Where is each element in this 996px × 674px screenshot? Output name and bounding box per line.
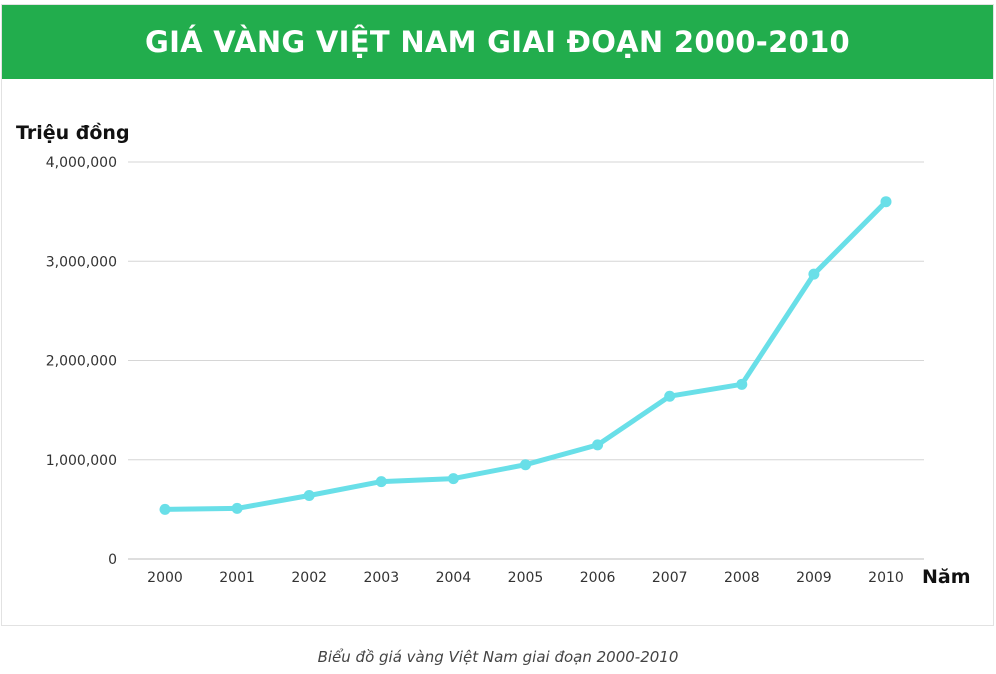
data-point xyxy=(231,502,243,514)
data-point xyxy=(880,196,892,208)
x-tick-label: 2004 xyxy=(436,570,472,586)
chart-card: GIÁ VÀNG VIỆT NAM GIAI ĐOẠN 2000-2010 xyxy=(1,4,994,626)
x-axis-label: Năm xyxy=(922,566,971,588)
x-tick-label: 2010 xyxy=(868,570,904,586)
data-point xyxy=(808,268,820,280)
data-point xyxy=(664,390,676,402)
x-tick-label: 2009 xyxy=(796,570,832,586)
y-axis-label: Triệu đồng xyxy=(16,121,130,144)
series-gold-price xyxy=(159,196,892,515)
y-tick-label: 0 xyxy=(108,552,117,568)
data-point xyxy=(592,439,604,451)
x-tick-label: 2003 xyxy=(363,570,399,586)
chart-caption: Biểu đồ giá vàng Việt Nam giai đoạn 2000… xyxy=(317,648,679,666)
data-point xyxy=(159,503,171,515)
y-tick-label: 2,000,000 xyxy=(46,354,117,370)
y-tick-label: 4,000,000 xyxy=(46,155,117,171)
data-point xyxy=(375,476,387,488)
data-point xyxy=(736,378,748,390)
data-point xyxy=(447,473,459,485)
x-tick-label: 2000 xyxy=(147,570,183,586)
chart-title: GIÁ VÀNG VIỆT NAM GIAI ĐOẠN 2000-2010 xyxy=(144,25,851,59)
x-tick-label: 2002 xyxy=(291,570,327,586)
x-axis-ticks: 2000 2001 2002 2003 2004 2005 2006 2007 2008 2009… xyxy=(147,570,904,586)
grid-lines xyxy=(128,161,924,560)
y-tick-label: 3,000,000 xyxy=(46,254,117,270)
y-tick-label: 1,000,000 xyxy=(46,453,117,469)
y-axis-ticks: 0 1,000,000 2,000,000 3,000,000 4,000,000 xyxy=(46,155,117,568)
data-point xyxy=(520,459,531,471)
chart-header: GIÁ VÀNG VIỆT NAM GIAI ĐOẠN 2000-2010 xyxy=(2,5,993,79)
x-tick-label: 2001 xyxy=(219,570,255,586)
x-tick-label: 2005 xyxy=(508,570,544,586)
x-tick-label: 2007 xyxy=(652,570,688,586)
x-tick-label: 2006 xyxy=(580,570,616,586)
x-tick-label: 2008 xyxy=(724,570,760,586)
data-point xyxy=(303,489,315,501)
